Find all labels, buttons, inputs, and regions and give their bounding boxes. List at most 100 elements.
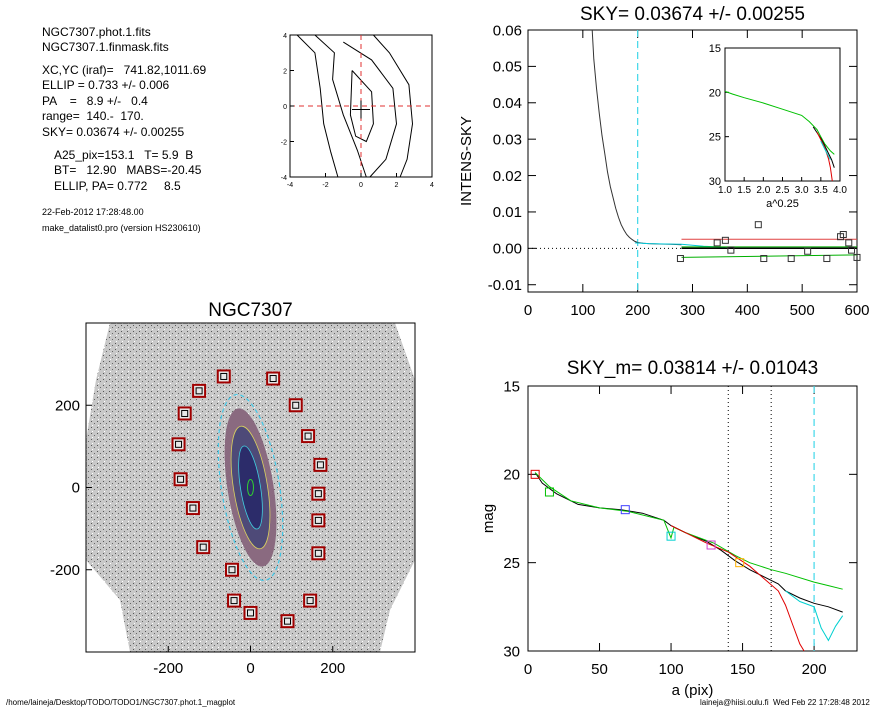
sky-box	[301, 429, 316, 444]
sky-box	[280, 614, 295, 629]
info-bt: BT= 12.90 MABS=-20.45	[54, 163, 202, 177]
sky-box-inner	[177, 475, 185, 483]
info-filename: NGC7307.phot.1.fits	[42, 25, 151, 39]
x-tick-label: 2.5	[776, 185, 790, 196]
sky-point	[853, 253, 861, 261]
sky-plot-ylabel: INTENS-SKY	[458, 116, 475, 206]
x-tick-label: 3.0	[795, 185, 809, 196]
sky-box	[311, 546, 326, 561]
x-tick-label: -4	[287, 182, 293, 189]
y-tick-label: 20	[503, 467, 520, 484]
x-tick-label: 200	[802, 661, 827, 678]
info-a25: A25_pix=153.1 T= 5.9 B	[54, 148, 194, 162]
sky-point	[760, 255, 768, 263]
sky-point	[839, 231, 847, 239]
info-maskname: NGC7307.1.finmask.fits	[42, 40, 169, 54]
x-tick-label: 300	[680, 302, 705, 319]
sky-box-inner	[175, 440, 183, 448]
sky-box	[303, 593, 318, 608]
contour-line	[349, 70, 374, 143]
sky-box	[185, 501, 200, 516]
y-tick-label: 200	[55, 397, 80, 414]
mag-series-line	[670, 525, 805, 652]
sky-point	[721, 236, 729, 244]
x-tick-label: 4.0	[833, 185, 847, 196]
y-tick-label: 0.04	[493, 95, 522, 112]
sky-cyan-line	[634, 242, 726, 248]
sky-box-inner	[181, 409, 189, 417]
y-tick-label: -2	[281, 140, 287, 147]
y-tick-label: 25	[503, 555, 520, 572]
mag-marker	[735, 558, 745, 568]
sky-profile-line	[591, 29, 682, 246]
sky-point	[727, 246, 735, 254]
x-tick-label: 400	[735, 302, 760, 319]
info-range: range= 140.- 170.	[42, 109, 144, 123]
sky-box	[311, 486, 326, 501]
info-pa: PA = 8.9 +/- 0.4	[42, 94, 148, 108]
sky-point	[754, 221, 762, 229]
sky-point	[804, 247, 812, 255]
y-tick-label: 25	[709, 132, 721, 144]
info-program: make_datalist0.pro (version HS230610)	[42, 223, 201, 233]
sky-box	[171, 437, 186, 452]
sky-green-line	[681, 254, 858, 258]
y-tick-label: 0.01	[493, 204, 522, 221]
info-center: XC,YC (iraf)= 741.82,1011.69	[42, 63, 207, 77]
galaxy-core	[247, 479, 254, 496]
y-tick-label: 4	[283, 33, 287, 40]
x-tick-label: 100	[570, 302, 595, 319]
contour-line	[343, 41, 398, 178]
sky-box-inner	[292, 401, 300, 409]
y-tick-label: 20	[709, 87, 721, 99]
sky-box-inner	[314, 490, 322, 498]
mag-marker	[530, 469, 540, 479]
contour-line	[373, 34, 414, 178]
sky-box-inner	[220, 372, 228, 380]
mag-marker	[620, 505, 630, 515]
sky-point	[787, 255, 795, 263]
x-tick-label: 1.5	[737, 185, 751, 196]
y-tick-label: -4	[281, 175, 287, 182]
galaxy-title: NGC7307	[208, 300, 293, 321]
sky-point	[845, 239, 853, 247]
x-tick-label: 0	[524, 302, 532, 319]
y-tick-label: 15	[503, 378, 520, 395]
sky-box-inner	[314, 516, 322, 524]
footer-path: /home/laineja/Desktop/TODO/TODO1/NGC7307…	[6, 698, 236, 707]
masked-region	[86, 323, 415, 652]
x-tick-label: 4	[430, 182, 434, 189]
y-tick-label: 0.02	[493, 168, 522, 185]
y-tick-label: 30	[709, 176, 721, 188]
mag-plot-frame	[527, 385, 858, 652]
inset-xlabel: a^0.25	[766, 198, 799, 210]
x-tick-label: 1.0	[718, 185, 732, 196]
sky-box-inner	[316, 461, 324, 469]
x-tick-label: 200	[320, 660, 345, 677]
sky-box-inner	[189, 504, 197, 512]
x-tick-label: 3.5	[814, 185, 828, 196]
mag-plot-xlabel: a (pix)	[672, 682, 714, 699]
x-tick-label: 200	[625, 302, 650, 319]
y-tick-label: 30	[503, 643, 520, 660]
sky-point	[823, 255, 831, 263]
y-tick-label: 0.06	[493, 22, 522, 39]
sky-point	[713, 239, 721, 247]
info-date: 22-Feb-2012 17:28:48.00	[42, 207, 144, 217]
footer-user-date: laineja@hiisi.oulu.fi Wed Feb 22 17:28:4…	[700, 698, 870, 707]
sky-box	[216, 369, 231, 384]
mag-series-line	[785, 590, 844, 642]
sky-point	[676, 255, 684, 263]
inset-series-line	[724, 90, 835, 155]
mag-series-line	[534, 472, 843, 613]
sky-box-inner	[314, 549, 322, 557]
mag-marker	[544, 487, 554, 497]
x-tick-label: 100	[659, 661, 684, 678]
sky-box-inner	[199, 543, 207, 551]
y-tick-label: 0.05	[493, 59, 522, 76]
x-tick-label: 150	[730, 661, 755, 678]
y-tick-label: -0.01	[488, 277, 522, 294]
y-tick-label: 15	[709, 43, 721, 55]
contour-line	[314, 34, 367, 178]
